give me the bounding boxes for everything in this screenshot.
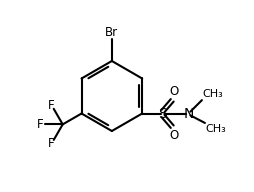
Text: S: S: [158, 107, 167, 121]
Text: CH₃: CH₃: [203, 89, 224, 99]
Text: O: O: [169, 129, 178, 142]
Text: F: F: [48, 99, 55, 112]
Text: O: O: [169, 85, 178, 98]
Text: F: F: [48, 137, 55, 150]
Text: Br: Br: [105, 26, 118, 39]
Text: CH₃: CH₃: [206, 124, 227, 134]
Text: N: N: [183, 107, 194, 121]
Text: F: F: [37, 118, 44, 131]
